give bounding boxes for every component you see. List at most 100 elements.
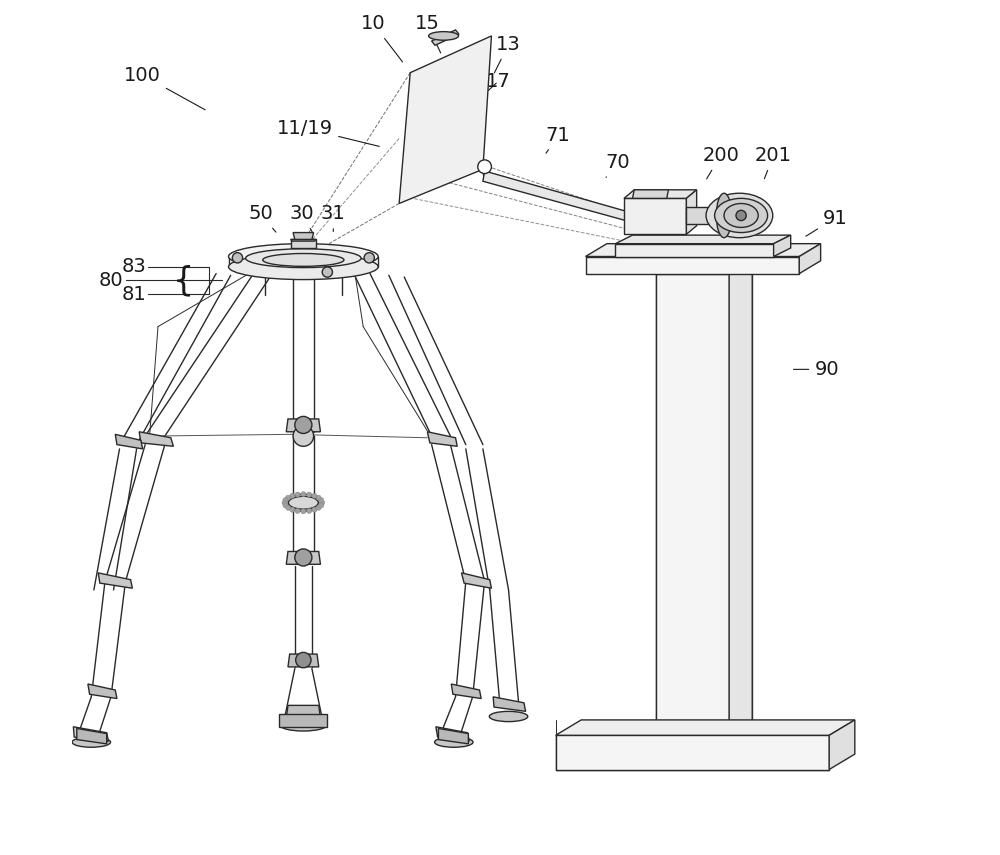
Polygon shape <box>729 258 752 735</box>
Polygon shape <box>293 233 314 239</box>
Polygon shape <box>286 419 320 432</box>
Text: 30: 30 <box>289 204 314 232</box>
Circle shape <box>296 652 311 668</box>
Polygon shape <box>451 684 481 699</box>
Polygon shape <box>286 551 320 564</box>
Text: 100: 100 <box>124 66 205 109</box>
Ellipse shape <box>263 254 344 267</box>
Circle shape <box>478 160 491 174</box>
Polygon shape <box>279 714 327 727</box>
Polygon shape <box>73 727 108 741</box>
Ellipse shape <box>229 254 378 280</box>
Polygon shape <box>291 239 316 248</box>
Circle shape <box>232 253 243 263</box>
Polygon shape <box>829 720 855 770</box>
Polygon shape <box>556 720 855 735</box>
Polygon shape <box>656 274 729 735</box>
Text: 15: 15 <box>415 15 441 53</box>
Text: 50: 50 <box>248 204 276 233</box>
Polygon shape <box>115 434 143 449</box>
Polygon shape <box>483 171 671 233</box>
Ellipse shape <box>280 719 327 731</box>
Circle shape <box>301 509 306 514</box>
Text: 201: 201 <box>755 146 792 179</box>
Circle shape <box>295 416 312 433</box>
Text: {: { <box>173 264 194 297</box>
Ellipse shape <box>715 198 768 233</box>
Polygon shape <box>799 244 821 274</box>
Circle shape <box>295 509 300 514</box>
Polygon shape <box>432 30 459 45</box>
Ellipse shape <box>429 32 459 40</box>
Circle shape <box>316 505 321 510</box>
Circle shape <box>295 549 312 566</box>
Circle shape <box>312 507 317 512</box>
Circle shape <box>293 426 314 446</box>
Ellipse shape <box>288 496 318 510</box>
Ellipse shape <box>716 193 732 238</box>
Circle shape <box>286 505 291 510</box>
Polygon shape <box>633 190 668 198</box>
Text: 17: 17 <box>486 72 511 91</box>
Polygon shape <box>88 684 117 699</box>
Text: 91: 91 <box>806 209 848 236</box>
Circle shape <box>307 509 312 514</box>
Polygon shape <box>774 235 791 256</box>
Polygon shape <box>615 235 791 244</box>
Polygon shape <box>615 244 774 256</box>
Polygon shape <box>462 573 491 588</box>
Polygon shape <box>624 198 686 234</box>
Polygon shape <box>624 190 697 198</box>
Circle shape <box>322 267 332 277</box>
Text: 90: 90 <box>793 360 839 379</box>
Text: 70: 70 <box>606 153 630 177</box>
Text: 71: 71 <box>546 126 571 153</box>
Polygon shape <box>556 735 829 770</box>
Polygon shape <box>493 697 526 711</box>
Text: 81: 81 <box>122 285 146 304</box>
Text: 200: 200 <box>702 146 739 179</box>
Circle shape <box>320 500 325 505</box>
Circle shape <box>283 503 288 508</box>
Text: 83: 83 <box>122 257 146 276</box>
Polygon shape <box>686 207 712 224</box>
Ellipse shape <box>724 203 758 227</box>
Circle shape <box>319 498 324 503</box>
Polygon shape <box>288 654 319 667</box>
Circle shape <box>282 500 287 505</box>
Polygon shape <box>98 573 132 588</box>
Circle shape <box>286 495 291 500</box>
Polygon shape <box>286 705 320 718</box>
Polygon shape <box>291 239 316 241</box>
Polygon shape <box>586 256 799 274</box>
Circle shape <box>290 493 295 498</box>
Polygon shape <box>586 244 821 256</box>
Polygon shape <box>427 432 457 446</box>
Circle shape <box>316 495 321 500</box>
Circle shape <box>301 492 306 497</box>
Ellipse shape <box>246 249 361 268</box>
Polygon shape <box>139 432 173 446</box>
Ellipse shape <box>489 711 528 722</box>
Polygon shape <box>686 190 697 234</box>
Ellipse shape <box>706 193 773 238</box>
Circle shape <box>295 492 300 497</box>
Circle shape <box>312 493 317 498</box>
Ellipse shape <box>229 244 378 269</box>
Polygon shape <box>77 728 107 744</box>
Polygon shape <box>436 727 469 741</box>
Circle shape <box>319 503 324 508</box>
Text: 10: 10 <box>361 15 403 62</box>
Text: 13: 13 <box>494 35 521 73</box>
Circle shape <box>290 507 295 512</box>
Ellipse shape <box>72 737 111 747</box>
Text: 31: 31 <box>321 204 346 232</box>
Ellipse shape <box>284 494 323 511</box>
Circle shape <box>283 498 288 503</box>
Ellipse shape <box>435 737 473 747</box>
Polygon shape <box>399 36 491 203</box>
Circle shape <box>307 492 312 497</box>
Text: 11/19: 11/19 <box>277 119 379 146</box>
Circle shape <box>364 253 374 263</box>
Circle shape <box>736 210 746 221</box>
